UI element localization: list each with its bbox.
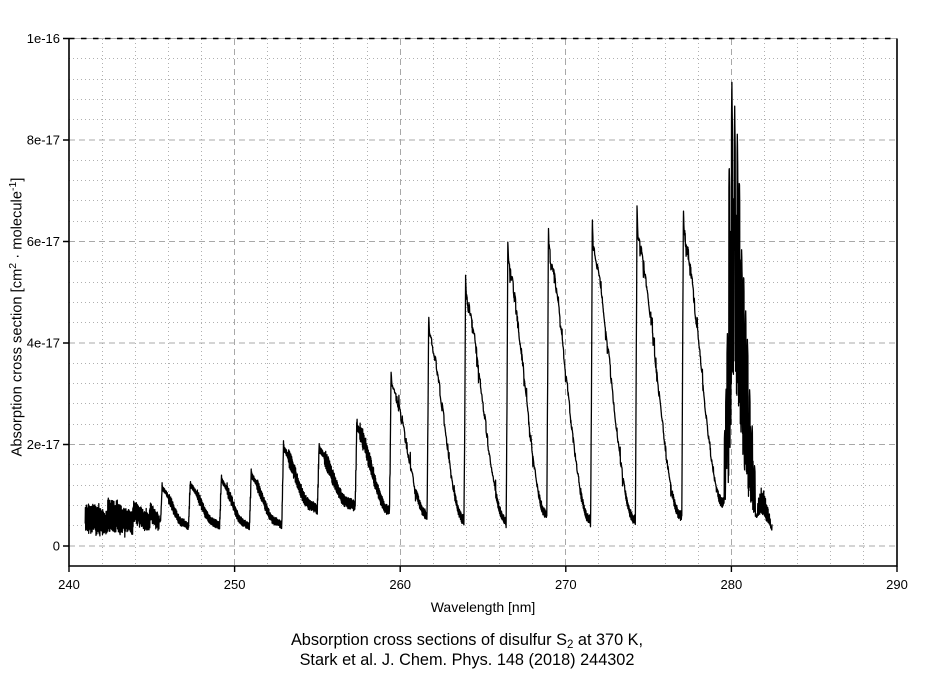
svg-text:1e-16: 1e-16 bbox=[27, 31, 60, 46]
svg-text:Absorption cross sections of d: Absorption cross sections of disulfur S2… bbox=[291, 631, 643, 651]
svg-text:Wavelength [nm]: Wavelength [nm] bbox=[431, 599, 536, 615]
svg-text:260: 260 bbox=[389, 577, 411, 592]
svg-text:Stark et al. J. Chem. Phys. 14: Stark et al. J. Chem. Phys. 148 (2018) 2… bbox=[300, 651, 635, 669]
svg-text:4e-17: 4e-17 bbox=[27, 336, 60, 351]
svg-text:8e-17: 8e-17 bbox=[27, 133, 60, 148]
svg-text:240: 240 bbox=[58, 577, 80, 592]
svg-text:270: 270 bbox=[555, 577, 577, 592]
svg-text:290: 290 bbox=[886, 577, 908, 592]
svg-text:0: 0 bbox=[53, 539, 60, 554]
svg-text:Absorption cross section [cm2: Absorption cross section [cm2 · molecule… bbox=[7, 178, 26, 457]
svg-text:6e-17: 6e-17 bbox=[27, 234, 60, 249]
svg-text:280: 280 bbox=[721, 577, 743, 592]
svg-text:2e-17: 2e-17 bbox=[27, 437, 60, 452]
svg-text:250: 250 bbox=[224, 577, 246, 592]
